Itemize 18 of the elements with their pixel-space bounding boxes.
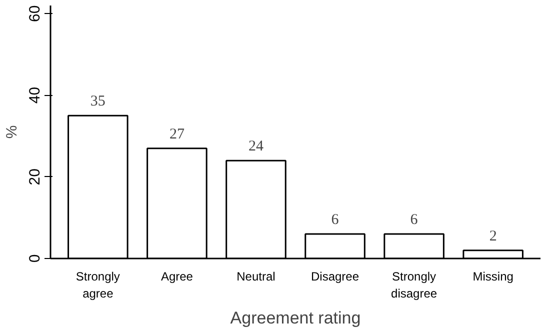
x-tick-label: Disagree [311, 270, 360, 284]
x-tick-label: Neutral [236, 270, 276, 284]
data-label: 2 [489, 228, 497, 244]
data-label: 35 [90, 94, 106, 110]
x-tick-label: Missing [472, 270, 514, 284]
x-tick-label: Strongly disagree [391, 270, 438, 300]
data-label: 27 [169, 126, 185, 142]
x-tick-label: Agree [160, 270, 194, 284]
y-tick-label: 40 [26, 86, 44, 104]
x-axis-title: Agreement rating [230, 308, 361, 328]
data-label: 6 [410, 212, 418, 228]
y-axis-title: % [4, 125, 20, 139]
x-tick-label: Strongly agree [76, 270, 120, 300]
y-tick-label: 20 [26, 168, 44, 186]
y-tick-label: 60 [26, 5, 44, 22]
data-label: 6 [331, 212, 340, 228]
data-label: 24 [248, 138, 264, 155]
y-tick-label: 0 [26, 254, 44, 263]
